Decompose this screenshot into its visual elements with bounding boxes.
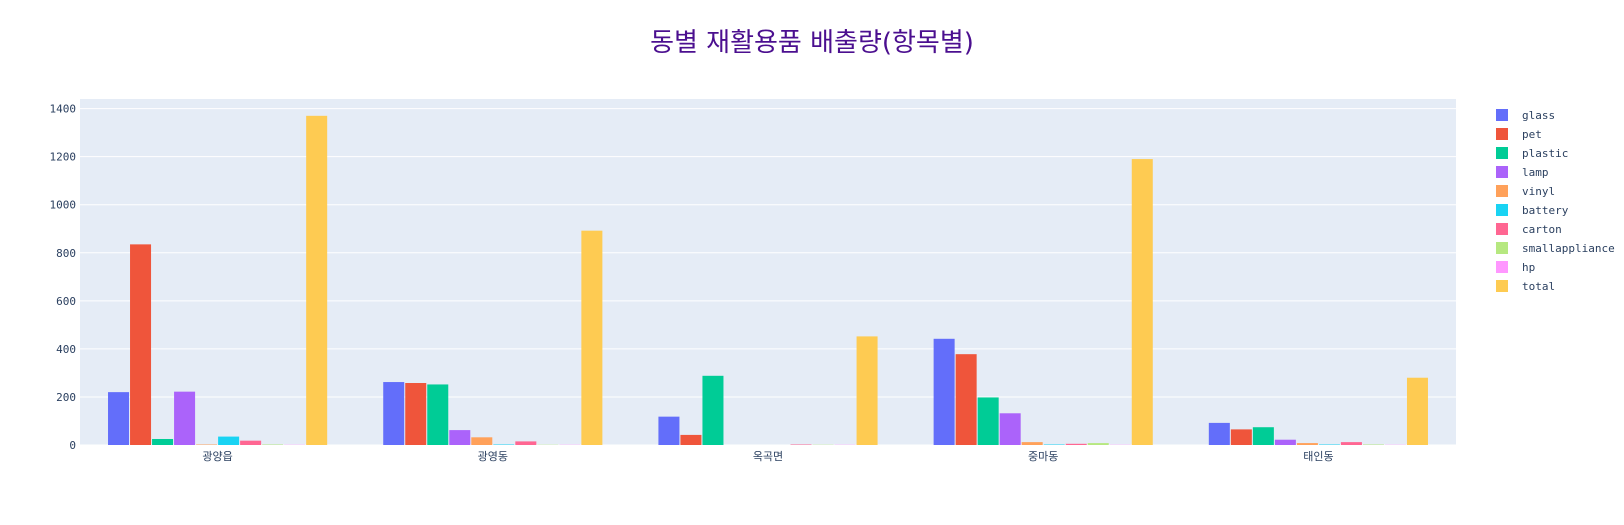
bar-total[interactable]	[306, 115, 328, 445]
plot-background	[80, 99, 1456, 445]
bar-carton[interactable]	[1340, 442, 1362, 445]
bar-pet[interactable]	[405, 383, 427, 445]
legend-label: total	[1522, 280, 1555, 293]
legend-swatch	[1496, 280, 1508, 292]
x-tick-label: 태인동	[1303, 450, 1333, 463]
legend-label: plastic	[1522, 147, 1568, 160]
bar-pet[interactable]	[955, 354, 977, 445]
legend-label: hp	[1522, 261, 1535, 274]
bar-plastic[interactable]	[977, 397, 999, 445]
bar-glass[interactable]	[108, 392, 130, 445]
legend-item-vinyl[interactable]: vinyl	[1496, 185, 1555, 198]
legend-label: battery	[1522, 204, 1569, 217]
bar-glass[interactable]	[1208, 422, 1230, 445]
bar-pet[interactable]	[1230, 429, 1252, 445]
legend-swatch	[1496, 185, 1508, 197]
y-tick-label: 1200	[50, 151, 77, 164]
y-tick-label: 600	[56, 295, 76, 308]
x-tick-label: 옥곡면	[753, 450, 783, 463]
bar-total[interactable]	[1406, 377, 1428, 445]
legend-label: vinyl	[1522, 185, 1555, 198]
y-tick-label: 0	[69, 439, 76, 452]
bar-total[interactable]	[1131, 159, 1153, 445]
legend-item-hp[interactable]: hp	[1496, 261, 1535, 274]
legend-swatch	[1496, 128, 1508, 140]
legend-swatch	[1496, 242, 1508, 254]
legend-item-pet[interactable]: pet	[1496, 128, 1542, 141]
chart-title: 동별 재활용품 배출량(항목별)	[650, 28, 974, 58]
bar-pet[interactable]	[130, 244, 152, 445]
y-tick-label: 200	[56, 391, 76, 404]
legend-label: pet	[1522, 128, 1542, 141]
legend-item-lamp[interactable]: lamp	[1496, 166, 1549, 179]
bar-lamp[interactable]	[449, 430, 471, 445]
x-tick-labels: 광양읍 광영동 옥곡면 중마동 태인동	[202, 450, 1333, 463]
legend-swatch	[1496, 261, 1508, 273]
bars	[108, 115, 1428, 445]
y-tick-label: 400	[56, 343, 76, 356]
bar-lamp[interactable]	[1274, 439, 1296, 445]
x-tick-label: 중마동	[1028, 450, 1058, 463]
bar-glass[interactable]	[658, 416, 680, 445]
bar-carton[interactable]	[515, 441, 537, 445]
bar-plastic[interactable]	[702, 375, 724, 445]
bar-vinyl[interactable]	[1296, 443, 1318, 445]
x-tick-label: 광양읍	[202, 450, 232, 463]
legend-item-carton[interactable]: carton	[1496, 223, 1562, 236]
legend-swatch	[1496, 166, 1508, 178]
legend-item-plastic[interactable]: plastic	[1496, 147, 1568, 160]
legend-label: smallappliance	[1522, 242, 1615, 255]
legend-label: glass	[1522, 109, 1555, 122]
legend-swatch	[1496, 147, 1508, 159]
bar-glass[interactable]	[933, 338, 955, 445]
legend-label: carton	[1522, 223, 1562, 236]
y-tick-label: 1400	[50, 103, 77, 116]
legend-item-glass[interactable]: glass	[1496, 109, 1555, 122]
bar-lamp[interactable]	[174, 391, 196, 445]
legend-item-battery[interactable]: battery	[1496, 204, 1569, 217]
bar-total[interactable]	[581, 230, 603, 445]
bar-plastic[interactable]	[152, 438, 174, 445]
y-tick-label: 800	[56, 247, 76, 260]
legend-item-smallappliance[interactable]: smallappliance	[1496, 242, 1615, 255]
legend-item-total[interactable]: total	[1496, 280, 1555, 293]
y-tick-labels: 0 200 400 600 800 1000 1200 1400	[50, 103, 77, 452]
legend-label: lamp	[1522, 166, 1549, 179]
bar-carton[interactable]	[1065, 443, 1087, 445]
bar-battery[interactable]	[218, 436, 240, 445]
bar-carton[interactable]	[240, 440, 262, 445]
bar-smallappliance[interactable]	[1087, 443, 1109, 445]
bar-plastic[interactable]	[1252, 427, 1274, 445]
bar-glass[interactable]	[383, 382, 405, 445]
bar-total[interactable]	[856, 336, 878, 445]
legend-swatch	[1496, 204, 1508, 216]
bar-vinyl[interactable]	[471, 437, 493, 445]
y-tick-label: 1000	[50, 199, 77, 212]
legend-swatch	[1496, 109, 1508, 121]
bar-lamp[interactable]	[999, 413, 1021, 445]
bar-plastic[interactable]	[427, 384, 449, 445]
x-tick-label: 광영동	[478, 450, 508, 463]
bar-pet[interactable]	[680, 434, 702, 445]
legend: glass pet plastic lamp vinyl battery carton sma…	[1496, 109, 1615, 293]
bar-vinyl[interactable]	[1021, 442, 1043, 445]
legend-swatch	[1496, 223, 1508, 235]
